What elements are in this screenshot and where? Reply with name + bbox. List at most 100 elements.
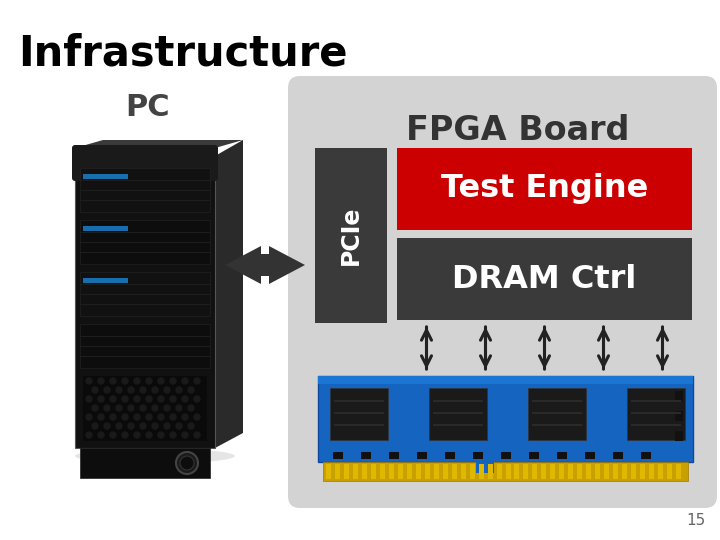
Bar	[83, 174, 128, 179]
Bar	[433, 424, 483, 426]
Circle shape	[122, 396, 128, 402]
Circle shape	[128, 423, 134, 429]
Bar	[676, 464, 681, 479]
Bar	[318, 376, 693, 462]
Bar	[80, 168, 210, 212]
Bar	[371, 464, 376, 479]
Bar	[505, 464, 510, 479]
Circle shape	[170, 432, 176, 438]
Circle shape	[128, 405, 134, 411]
Bar	[389, 452, 399, 459]
Circle shape	[182, 378, 188, 384]
Bar	[631, 424, 681, 426]
Circle shape	[86, 414, 92, 420]
Circle shape	[182, 414, 188, 420]
Circle shape	[122, 432, 128, 438]
Text: DRAM Ctrl: DRAM Ctrl	[452, 264, 636, 294]
Circle shape	[152, 423, 158, 429]
Bar	[595, 464, 600, 479]
Bar	[529, 452, 539, 459]
Circle shape	[146, 432, 152, 438]
Bar	[80, 346, 210, 347]
Circle shape	[146, 396, 152, 402]
Bar	[330, 388, 388, 440]
Bar	[326, 464, 331, 479]
Circle shape	[194, 396, 200, 402]
Circle shape	[176, 387, 182, 393]
Bar	[80, 190, 210, 191]
Circle shape	[194, 432, 200, 438]
Bar	[361, 452, 371, 459]
Bar	[83, 376, 207, 441]
Bar	[433, 412, 483, 414]
Bar	[649, 464, 654, 479]
Circle shape	[122, 378, 128, 384]
Circle shape	[110, 414, 116, 420]
Circle shape	[110, 378, 116, 384]
Bar	[80, 448, 210, 478]
Circle shape	[188, 423, 194, 429]
Circle shape	[98, 378, 104, 384]
Bar	[83, 278, 128, 283]
Bar	[557, 452, 567, 459]
Circle shape	[152, 405, 158, 411]
Circle shape	[180, 456, 194, 470]
Circle shape	[140, 387, 146, 393]
Bar	[417, 452, 427, 459]
Bar	[80, 304, 210, 305]
Circle shape	[134, 432, 140, 438]
Circle shape	[176, 405, 182, 411]
Bar	[627, 388, 685, 440]
Polygon shape	[75, 140, 243, 148]
Polygon shape	[215, 140, 243, 448]
Circle shape	[98, 396, 104, 402]
Circle shape	[86, 432, 92, 438]
Text: Test Engine: Test Engine	[441, 173, 648, 205]
Circle shape	[122, 414, 128, 420]
Bar	[532, 412, 582, 414]
Bar	[344, 464, 349, 479]
Circle shape	[194, 414, 200, 420]
Circle shape	[140, 405, 146, 411]
Ellipse shape	[75, 449, 235, 463]
Bar	[334, 400, 384, 402]
Circle shape	[182, 432, 188, 438]
Circle shape	[92, 423, 98, 429]
Bar	[433, 400, 483, 402]
Circle shape	[170, 396, 176, 402]
Circle shape	[188, 387, 194, 393]
Bar	[80, 220, 210, 264]
Bar	[667, 464, 672, 479]
Bar	[80, 324, 210, 368]
Bar	[622, 464, 627, 479]
Bar	[631, 412, 681, 414]
Bar	[429, 388, 487, 440]
Bar	[397, 238, 692, 320]
Circle shape	[176, 423, 182, 429]
FancyBboxPatch shape	[72, 145, 218, 181]
Bar	[631, 464, 636, 479]
Circle shape	[158, 378, 164, 384]
Bar	[675, 411, 683, 421]
Circle shape	[98, 432, 104, 438]
Circle shape	[176, 452, 198, 474]
Circle shape	[110, 396, 116, 402]
Bar	[353, 464, 358, 479]
Bar	[80, 272, 210, 316]
Bar	[559, 464, 564, 479]
Circle shape	[128, 387, 134, 393]
Bar	[80, 242, 210, 243]
Bar	[80, 356, 210, 357]
Circle shape	[188, 405, 194, 411]
Circle shape	[146, 414, 152, 420]
Circle shape	[110, 432, 116, 438]
Bar	[631, 400, 681, 402]
Bar	[475, 462, 493, 474]
Bar	[469, 464, 474, 479]
Bar	[675, 431, 683, 441]
Bar	[473, 452, 483, 459]
Circle shape	[164, 423, 170, 429]
Bar	[532, 464, 537, 479]
Circle shape	[170, 414, 176, 420]
Bar	[397, 464, 402, 479]
